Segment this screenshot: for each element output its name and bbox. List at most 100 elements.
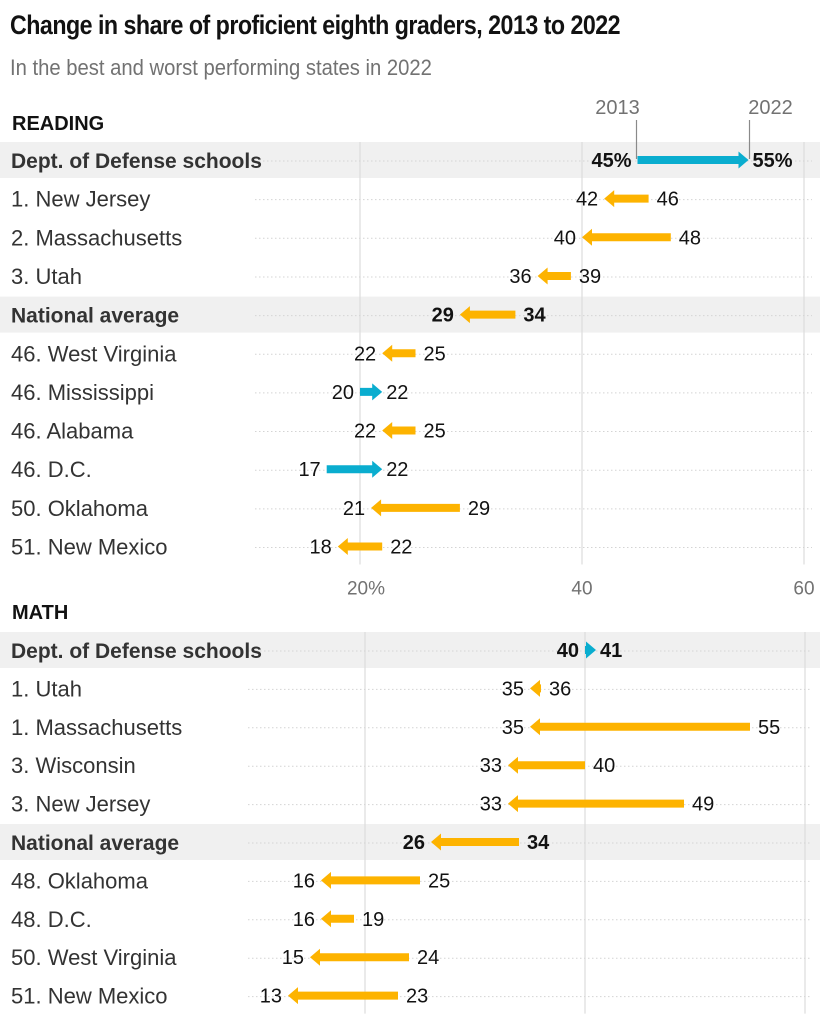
chart-subtitle: In the best and worst performing states … — [10, 55, 432, 80]
value-2013-label: 40 — [557, 640, 579, 662]
row-label: 2. Massachusetts — [11, 225, 182, 250]
value-2013-label: 25 — [424, 421, 446, 443]
value-2022-label: 26 — [403, 832, 425, 854]
value-2022-label: 18 — [310, 537, 332, 559]
row-label: 3. New Jersey — [11, 792, 150, 817]
value-2013-label: 39 — [579, 266, 601, 288]
decrease-arrow — [537, 267, 571, 285]
data-row: 46. D.C. 17 22 — [11, 457, 812, 482]
value-2022-label: 22 — [354, 343, 376, 365]
decrease-arrow — [582, 228, 671, 246]
row-label: 1. Utah — [11, 676, 82, 701]
row-label: 46. Mississippi — [11, 380, 154, 405]
data-row: National average 34 26 — [11, 832, 812, 855]
data-row: 1. New Jersey 46 42 — [11, 187, 812, 212]
value-2013-label: 55 — [758, 717, 780, 739]
row-label: 3. Wisconsin — [11, 753, 136, 778]
decrease-arrow — [288, 987, 398, 1005]
value-2022-label: 15 — [282, 947, 304, 969]
value-2022-label: 16 — [293, 909, 315, 931]
value-2013-label: 36 — [549, 678, 571, 700]
legend-2022-label: 2022 — [748, 97, 793, 119]
highlight-band — [0, 632, 820, 668]
value-2013-label: 34 — [523, 305, 546, 327]
value-2013-label: 48 — [679, 227, 701, 249]
increase-arrow — [585, 641, 596, 659]
decrease-arrow — [431, 833, 519, 851]
data-row: 51. New Mexico 23 13 — [11, 984, 812, 1009]
data-row: 3. New Jersey 49 33 — [11, 792, 812, 817]
value-2022-label: 22 — [386, 459, 408, 481]
row-label: 48. Oklahoma — [11, 868, 149, 893]
decrease-arrow — [382, 344, 416, 362]
legend-2013-label: 2013 — [595, 97, 640, 119]
value-2022-label: 22 — [354, 421, 376, 443]
row-label: Dept. of Defense schools — [11, 640, 262, 663]
value-2013-label: 25 — [428, 870, 450, 892]
decrease-arrow — [530, 718, 750, 736]
x-tick-label: 20% — [347, 579, 385, 600]
decrease-arrow — [321, 871, 420, 889]
row-label: 50. Oklahoma — [11, 496, 149, 521]
decrease-arrow — [371, 499, 460, 517]
decrease-arrow — [321, 910, 354, 928]
value-2022-label: 21 — [343, 498, 365, 520]
decrease-arrow — [508, 795, 684, 813]
decrease-arrow — [382, 422, 416, 440]
value-2013-label: 46 — [657, 189, 679, 211]
data-row: 46. West Virginia 25 22 — [11, 341, 812, 366]
row-label: 1. Massachusetts — [11, 715, 182, 740]
value-2022-label: 33 — [480, 755, 502, 777]
value-2013-label: 29 — [468, 498, 490, 520]
data-row: 48. D.C. 19 16 — [11, 907, 812, 932]
value-2013-label: 23 — [406, 986, 428, 1008]
value-2022-label: 35 — [502, 678, 524, 700]
value-2022-label: 13 — [260, 986, 282, 1008]
value-2013-label: 24 — [417, 947, 439, 969]
decrease-arrow — [459, 306, 516, 324]
panel-math: MATH Dept. of Defense schools 40 41 1. Utah 3… — [0, 602, 820, 1014]
value-2022-label: 42 — [576, 189, 598, 211]
value-2022-label: 55% — [753, 150, 793, 172]
row-label: 46. West Virginia — [11, 341, 177, 366]
row-label: 48. D.C. — [11, 907, 92, 932]
highlight-band — [0, 296, 820, 333]
value-2022-label: 16 — [293, 870, 315, 892]
decrease-arrow — [508, 756, 585, 774]
value-2022-label: 35 — [502, 717, 524, 739]
panel-reading: READING 20% 40 60 Dept. of Defense schools 45… — [0, 97, 820, 600]
section-title: READING — [12, 113, 104, 135]
x-tick-label: 40 — [571, 579, 592, 600]
data-row: 46. Alabama 25 22 — [11, 419, 812, 444]
row-label: 51. New Mexico — [11, 984, 168, 1009]
decrease-arrow — [604, 190, 649, 208]
data-row: Dept. of Defense schools 45% 55% — [11, 150, 812, 173]
row-label: 46. Alabama — [11, 419, 134, 444]
row-label: National average — [11, 305, 179, 328]
value-2013-label: 34 — [527, 832, 550, 854]
highlight-band — [0, 824, 820, 860]
increase-arrow — [360, 383, 383, 401]
data-row: 48. Oklahoma 25 16 — [11, 868, 812, 893]
data-row: 1. Massachusetts 55 35 — [11, 715, 812, 740]
increase-arrow — [637, 151, 749, 169]
data-row: 3. Wisconsin 40 33 — [11, 753, 812, 778]
value-2013-label: 25 — [424, 343, 446, 365]
increase-arrow — [326, 460, 383, 478]
value-2022-label: 40 — [554, 227, 576, 249]
value-2022-label: 22 — [386, 382, 408, 404]
data-row: Dept. of Defense schools 40 41 — [11, 640, 812, 663]
data-row: 46. Mississippi 20 22 — [11, 380, 812, 405]
decrease-arrow — [530, 679, 541, 697]
row-label: 1. New Jersey — [11, 187, 150, 212]
data-row: 3. Utah 39 36 — [11, 264, 812, 289]
decrease-arrow — [337, 538, 383, 555]
row-label: 46. D.C. — [11, 457, 92, 482]
value-2013-label: 40 — [593, 755, 615, 777]
value-2022-label: 29 — [432, 305, 454, 327]
value-2013-label: 45% — [591, 150, 631, 172]
row-label: National average — [11, 832, 179, 855]
data-row: 50. West Virginia 24 15 — [11, 945, 812, 970]
value-2022-label: 36 — [509, 266, 531, 288]
